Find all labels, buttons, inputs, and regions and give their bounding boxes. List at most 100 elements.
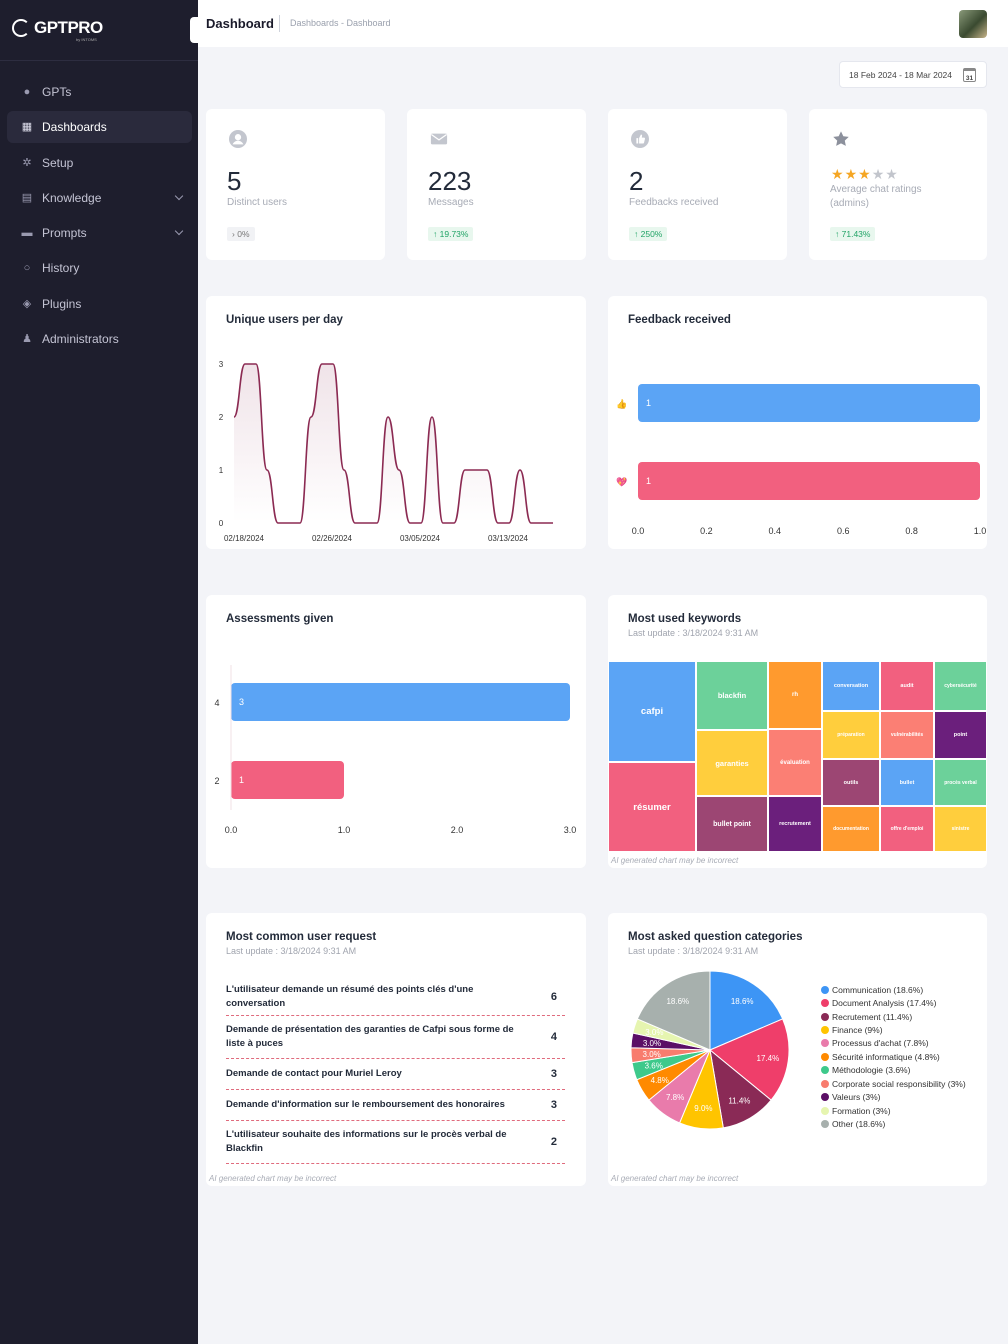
sidebar-nav: ● GPTs ▦ Dashboards ✲ Setup ▤ Knowledge ▬ Prompts… [7, 76, 192, 358]
treemap-cell[interactable]: conversation [822, 661, 880, 711]
sidebar-item-dashboards[interactable]: ▦ Dashboards [7, 111, 192, 144]
thumbs-up-icon: 👍 [616, 398, 627, 409]
chevron-down-icon[interactable] [174, 226, 184, 236]
treemap-cell[interactable]: recrutement [768, 796, 822, 852]
search-icon: ○ [23, 262, 31, 275]
legend-item[interactable]: Recrutement (11.4%) [821, 1010, 966, 1023]
bar[interactable] [638, 462, 980, 500]
line-series [233, 363, 553, 524]
treemap-cell[interactable]: sinistre [934, 806, 987, 852]
chevron-down-icon[interactable] [174, 191, 184, 201]
treemap-cell[interactable]: point [934, 711, 987, 759]
request-list: L'utilisateur demande un résumé des poin… [226, 979, 565, 1164]
sidebar-item-label: Prompts [42, 226, 87, 241]
treemap-cell[interactable]: préparation [822, 711, 880, 759]
sidebar-item-prompts[interactable]: ▬ Prompts [7, 217, 192, 249]
legend-item[interactable]: Valeurs (3%) [821, 1091, 966, 1104]
star-empty-icon: ★ [885, 166, 899, 182]
treemap-cell[interactable]: bullet point [696, 796, 768, 852]
treemap-cell[interactable]: cybersécurité [934, 661, 987, 711]
request-text: Demande de contact pour Muriel Leroy [226, 1067, 402, 1079]
trend-badge: ↑ 71.43% [830, 227, 876, 241]
treemap-cell[interactable]: vulnérabilités [880, 711, 934, 759]
legend-swatch [821, 1026, 829, 1035]
stat-value: 223 [428, 166, 472, 196]
logo-text: GPTPRO [34, 18, 103, 37]
request-row[interactable]: Demande d'information sur le rembourseme… [226, 1090, 565, 1121]
layers-icon: ◈ [22, 297, 32, 310]
legend-label: Sécurité informatique (4.8%) [832, 1051, 940, 1062]
treemap-cell[interactable]: audit [880, 661, 934, 711]
legend-item[interactable]: Document Analysis (17.4%) [821, 996, 966, 1009]
star-filled-icon: ★ [831, 166, 845, 182]
legend-item[interactable]: Méthodologie (3.6%) [821, 1064, 966, 1077]
legend-item[interactable]: Sécurité informatique (4.8%) [821, 1050, 966, 1063]
bar-value-label: 1 [239, 775, 244, 785]
breadcrumb[interactable]: Dashboards - Dashboard [290, 18, 391, 28]
legend-item[interactable]: Processus d'achat (7.8%) [821, 1037, 966, 1050]
arrow-up-icon: ↑ [634, 229, 639, 239]
pie-slice[interactable] [709, 970, 784, 1051]
sidebar-item-label: History [42, 261, 80, 276]
treemap-cell[interactable]: procès verbal [934, 759, 987, 806]
pie-slice[interactable] [636, 970, 711, 1051]
chevron-right-icon: › [232, 229, 235, 239]
unique-users-line-chart: 0 1 2 3 02/18/2024 02/26/2024 03/05/2024 03/13/… [219, 360, 554, 543]
legend-label: Document Analysis (17.4%) [832, 998, 937, 1009]
legend-item[interactable]: Corporate social responsibility (3%) [821, 1077, 966, 1090]
treemap-cell[interactable]: rh [768, 661, 822, 729]
arrow-up-icon: ↑ [433, 229, 438, 239]
bar[interactable] [231, 761, 344, 799]
user-circle-icon [229, 130, 247, 148]
treemap-cell[interactable]: bullet [880, 759, 934, 806]
pie-slice[interactable] [709, 1018, 790, 1101]
bar-value-label: 1 [646, 476, 651, 486]
trend-badge-value: 0% [237, 229, 250, 239]
legend-item[interactable]: Formation (3%) [821, 1104, 966, 1117]
legend-item[interactable]: Finance (9%) [821, 1023, 966, 1036]
robot-icon: ● [23, 86, 31, 98]
slice-label: 4.8% [651, 1076, 669, 1085]
treemap-cell[interactable]: documentation [822, 806, 880, 852]
treemap-cell[interactable]: outils [822, 759, 880, 806]
treemap-cell[interactable]: garanties [696, 730, 768, 796]
user-avatar[interactable] [959, 10, 987, 38]
legend-item[interactable]: Other (18.6%) [821, 1117, 966, 1130]
app-logo[interactable]: GPTPRO [12, 18, 103, 38]
message-icon: ▬ [21, 227, 33, 240]
request-row[interactable]: L'utilisateur souhaite des informations … [226, 1121, 565, 1164]
request-row[interactable]: Demande de contact pour Muriel Leroy 3 [226, 1059, 565, 1090]
treemap-cell[interactable]: blackfin [696, 661, 768, 730]
treemap-cell[interactable]: cafpi [608, 661, 696, 762]
logo-subtitle: by INTOMS [76, 37, 97, 42]
request-row[interactable]: L'utilisateur demande un résumé des poin… [226, 979, 565, 1016]
y-tick-label: 2 [219, 413, 224, 422]
legend-swatch [821, 1039, 829, 1048]
chart-title: Assessments given [226, 613, 334, 625]
request-count: 6 [550, 991, 557, 1003]
bar[interactable] [231, 683, 570, 721]
sidebar-item-setup[interactable]: ✲ Setup [7, 147, 192, 179]
sidebar-item-history[interactable]: ○ History [7, 252, 192, 284]
legend-label: Finance (9%) [832, 1025, 883, 1036]
sidebar-item-plugins[interactable]: ◈ Plugins [7, 288, 192, 320]
top-header: Dashboard Dashboards - Dashboard [198, 0, 1008, 47]
legend-swatch [821, 1093, 829, 1102]
bar-value-label: 3 [239, 697, 244, 707]
sidebar-item-administrators[interactable]: ♟ Administrators [7, 323, 192, 355]
category-label: 2 [214, 776, 219, 786]
request-count: 3 [550, 1099, 557, 1111]
treemap-cell[interactable]: évaluation [768, 729, 822, 796]
treemap-cell[interactable]: offre d'emploi [880, 806, 934, 852]
sidebar-item-gpts[interactable]: ● GPTs [7, 76, 192, 108]
ai-disclaimer: AI generated chart may be incorrect [611, 1174, 739, 1183]
sidebar-item-knowledge[interactable]: ▤ Knowledge [7, 182, 192, 214]
request-text: Demande de présentation des garanties de… [226, 1023, 514, 1050]
request-row[interactable]: Demande de présentation des garanties de… [226, 1016, 565, 1059]
bar[interactable] [638, 384, 980, 422]
date-range-picker[interactable]: 18 Feb 2024 - 18 Mar 2024 31 [839, 61, 987, 88]
legend-item[interactable]: Communication (18.6%) [821, 983, 966, 996]
slice-label: 9.0% [694, 1104, 712, 1113]
request-text: L'utilisateur demande un résumé des poin… [226, 983, 474, 1010]
treemap-cell[interactable]: résumer [608, 762, 696, 852]
